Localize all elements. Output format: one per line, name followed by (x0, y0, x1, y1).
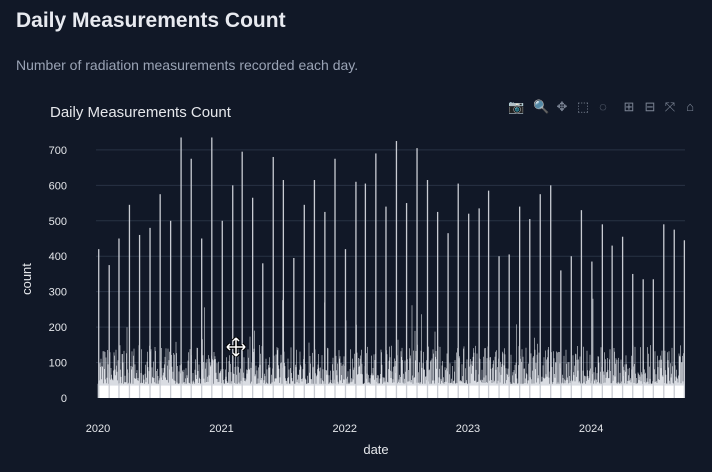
y-axis-label: count (19, 263, 34, 295)
bar-2024-04-03[interactable] (621, 236, 624, 398)
bar-2020-08-03[interactable] (169, 220, 172, 398)
bar-2020-03-03[interactable] (118, 238, 120, 398)
bar-2021-09-03[interactable] (303, 204, 305, 398)
autoscale-icon[interactable]: ⤧ (664, 99, 676, 114)
bar-2023-02-03[interactable] (478, 208, 480, 398)
bar-2022-11-03[interactable] (447, 233, 449, 398)
bar-2020-02-03[interactable] (108, 265, 110, 398)
bar-2022-04-03[interactable] (375, 153, 377, 398)
zoom-icon[interactable]: 🔍 (533, 99, 550, 114)
page-title: Daily Measurements Count (16, 9, 286, 32)
bar-2020-01-03[interactable] (98, 249, 100, 398)
bar-2023-03-03[interactable] (487, 190, 490, 398)
bar-2021-03-03[interactable] (241, 151, 243, 398)
bar-2020-06-03[interactable] (149, 227, 151, 398)
bar-2024-02-03[interactable] (601, 224, 604, 398)
bar-2023-11-03[interactable] (570, 256, 572, 398)
bar-2022-12-03[interactable] (457, 183, 459, 398)
bar-2020-09-03[interactable] (180, 137, 182, 398)
bar-2023-05-03[interactable] (508, 254, 510, 398)
box-select-icon[interactable]: ⬚ (576, 99, 590, 114)
bar-2022-10-03[interactable] (436, 211, 439, 398)
bar-2024-10-03[interactable] (683, 240, 686, 398)
x-tick-label: 2021 (209, 423, 233, 435)
bar-2021-07-03[interactable] (282, 180, 285, 398)
bar-2020-12-03[interactable] (211, 137, 213, 398)
page-subtitle: Number of radiation measurements recorde… (16, 57, 359, 73)
bar-2020-04-03[interactable] (128, 204, 131, 398)
x-axis-label: date (363, 442, 388, 457)
lasso-select-icon[interactable]: ◌ (599, 99, 607, 114)
bar-2022-02-03[interactable] (355, 181, 357, 398)
bar-2023-12-03[interactable] (580, 210, 583, 398)
y-tick-label: 300 (49, 287, 67, 299)
bar-2022-05-03[interactable] (385, 206, 387, 398)
bar-2022-09-03[interactable] (426, 180, 429, 398)
x-tick-label: 2022 (333, 423, 357, 435)
x-tick-label: 2023 (456, 423, 480, 435)
bar-2023-07-03[interactable] (529, 219, 531, 398)
bar-2022-06-03[interactable] (395, 141, 398, 398)
y-tick-label: 500 (49, 216, 67, 228)
bar-2022-03-03[interactable] (364, 183, 367, 398)
bar-2021-11-03[interactable] (324, 211, 326, 398)
bar-2020-05-03[interactable] (138, 234, 141, 398)
camera-icon[interactable]: 📷 (508, 99, 525, 114)
bar-2023-08-03[interactable] (539, 194, 541, 398)
bar-2023-01-03[interactable] (468, 213, 470, 398)
bar-2021-10-03[interactable] (313, 180, 316, 398)
bar-2023-06-03[interactable] (519, 206, 521, 398)
bar-2021-02-03[interactable] (232, 185, 234, 398)
bar-2022-01-03[interactable] (344, 249, 347, 398)
bar-2024-06-03[interactable] (642, 279, 644, 398)
y-tick-label: 600 (49, 180, 67, 192)
bar-2024-01-03[interactable] (591, 261, 593, 398)
bar-2022-08-03[interactable] (416, 148, 418, 398)
move-cursor-icon (225, 336, 247, 358)
daily-bars-baseline (97, 298, 685, 398)
baseline-fill (98, 385, 685, 398)
bar-2023-04-03[interactable] (498, 256, 500, 398)
bar-2024-05-03[interactable] (632, 273, 634, 398)
bar-2021-05-03[interactable] (262, 263, 264, 398)
y-tick-label: 200 (49, 322, 67, 334)
x-tick-label: 2024 (579, 423, 603, 435)
bar-2021-08-03[interactable] (293, 257, 295, 398)
y-tick-label: 700 (49, 145, 67, 157)
bar-2021-12-03[interactable] (334, 158, 336, 398)
zoom-out-icon[interactable]: ⊟ (644, 99, 656, 114)
bar-2024-03-03[interactable] (611, 245, 613, 398)
bar-2021-04-03[interactable] (251, 197, 254, 398)
bar-2024-09-03[interactable] (673, 229, 675, 398)
zoom-in-icon[interactable]: ⊞ (623, 99, 635, 114)
bar-2024-08-03[interactable] (663, 224, 665, 398)
bar-2020-11-03[interactable] (201, 238, 203, 398)
y-tick-label: 0 (61, 393, 67, 405)
bar-2020-10-03[interactable] (190, 158, 192, 398)
chart-title: Daily Measurements Count (50, 104, 232, 121)
bar-2022-07-03[interactable] (405, 203, 408, 398)
bar-2021-06-03[interactable] (272, 156, 274, 398)
bar-2020-07-03[interactable] (159, 194, 161, 398)
y-tick-label: 100 (49, 358, 67, 370)
x-tick-label: 2020 (86, 423, 110, 435)
pan-icon[interactable]: ✥ (556, 99, 568, 114)
bar-2023-09-03[interactable] (550, 185, 552, 398)
y-tick-label: 400 (49, 251, 67, 263)
bar-2021-01-03[interactable] (221, 220, 223, 398)
bar-2023-10-03[interactable] (560, 270, 562, 398)
bar-2024-07-03[interactable] (652, 279, 654, 398)
reset-axes-icon[interactable]: ⌂ (686, 99, 694, 114)
